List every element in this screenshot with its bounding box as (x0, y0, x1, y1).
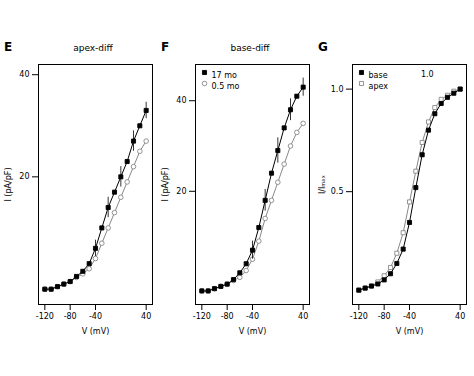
svg-text:40: 40 (19, 70, 29, 79)
svg-text:apex: apex (369, 82, 389, 91)
svg-text:20: 20 (19, 172, 29, 181)
svg-text:-80: -80 (221, 312, 234, 321)
svg-text:1.0: 1.0 (331, 85, 344, 94)
svg-text:40: 40 (141, 312, 151, 321)
svg-text:V (mV): V (mV) (396, 327, 424, 336)
svg-text:0.5 mo: 0.5 mo (212, 82, 240, 91)
svg-text:20: 20 (176, 187, 186, 196)
svg-text:base: base (369, 71, 388, 80)
svg-text:I (pA/pF): I (pA/pF) (161, 167, 170, 201)
svg-text:V (mV): V (mV) (239, 327, 267, 336)
svg-text:-120: -120 (36, 312, 54, 321)
svg-text:40: 40 (176, 96, 186, 105)
svg-text:-40: -40 (246, 312, 259, 321)
svg-text:V (mV): V (mV) (82, 327, 110, 336)
svg-text:I (pA/pF): I (pA/pF) (4, 167, 13, 201)
svg-text:1.0: 1.0 (421, 70, 434, 79)
svg-text:40: 40 (455, 312, 465, 321)
svg-text:40: 40 (298, 312, 308, 321)
svg-text:17 mo: 17 mo (212, 71, 238, 80)
svg-text:I/Iₘₐₓ: I/Iₘₐₓ (318, 175, 327, 195)
svg-text:-80: -80 (64, 312, 77, 321)
svg-text:0.5: 0.5 (331, 187, 344, 196)
html-text:base-diff: base-diff (230, 43, 270, 53)
html-text:F: F (161, 40, 170, 54)
svg-text:-120: -120 (193, 312, 211, 321)
svg-text:-40: -40 (403, 312, 416, 321)
svg-text:-40: -40 (89, 312, 102, 321)
html-text:E: E (4, 40, 13, 54)
svg-text:-120: -120 (350, 312, 368, 321)
html-text:apex-diff: apex-diff (73, 43, 113, 53)
html-text:G: G (318, 40, 328, 54)
svg-text:-80: -80 (378, 312, 391, 321)
